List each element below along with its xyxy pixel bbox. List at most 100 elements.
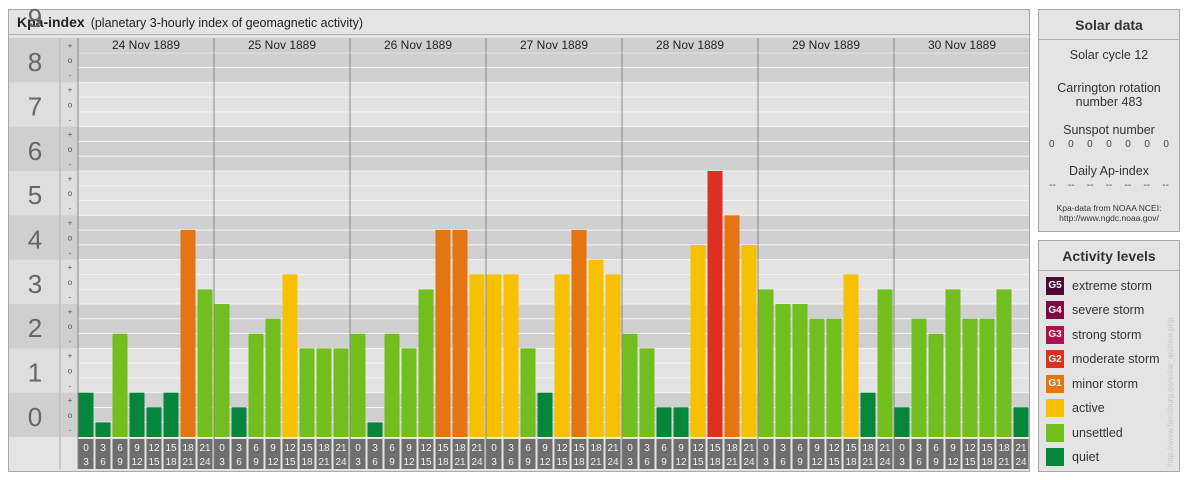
ap-value: -- [1105, 180, 1113, 191]
interval-cell [197, 439, 213, 469]
interval-cell [282, 439, 298, 469]
legend-item-strong-storm: G3 strong storm [1046, 325, 1179, 345]
minor-tick: - [69, 337, 72, 346]
interval-cell [384, 439, 400, 469]
interval-end: 9 [117, 457, 123, 468]
kp-bar [809, 318, 825, 437]
interval-end: 18 [301, 457, 313, 468]
interval-end: 15 [556, 457, 568, 468]
interval-end: 15 [420, 457, 432, 468]
y-label-band [9, 171, 60, 216]
sunspot-value: 0 [1106, 139, 1112, 150]
kp-bar [707, 171, 723, 437]
day-label: 29 Nov 1889 [792, 38, 860, 52]
minor-tick: + [68, 352, 73, 361]
y-tick-label: 7 [28, 92, 42, 122]
sunspot-value: 0 [1144, 139, 1150, 150]
legend-item-moderate-storm: G2 moderate storm [1046, 349, 1179, 369]
kp-bar [741, 245, 757, 437]
legend-label: quiet [1072, 450, 1100, 464]
interval-cell [928, 439, 944, 469]
y-label-band [9, 82, 60, 127]
interval-cell [129, 439, 145, 469]
kp-bar [520, 348, 536, 437]
ap-value: -- [1049, 180, 1056, 191]
interval-start: 15 [573, 443, 585, 454]
interval-start: 9 [542, 443, 548, 454]
kp-bar [316, 348, 332, 437]
interval-start: 3 [780, 443, 786, 454]
interval-end: 3 [83, 457, 89, 468]
legend-label: severe storm [1072, 303, 1145, 317]
solar-data-heading: Solar data [1039, 10, 1179, 40]
interval-end: 12 [131, 457, 143, 468]
minor-tick: o [68, 189, 73, 198]
interval-start: 18 [726, 443, 738, 454]
interval-end: 18 [845, 457, 857, 468]
interval-end: 3 [899, 457, 905, 468]
interval-start: 6 [797, 443, 803, 454]
y-label-band [9, 38, 60, 83]
interval-start: 9 [270, 443, 276, 454]
day-label: 28 Nov 1889 [656, 38, 724, 52]
interval-end: 21 [182, 457, 194, 468]
legend-item-unsettled: unsettled [1046, 423, 1179, 443]
interval-end: 18 [709, 457, 721, 468]
minor-band [61, 259, 78, 304]
interval-cell [826, 439, 842, 469]
kp-bar [554, 274, 570, 437]
interval-end: 9 [253, 457, 259, 468]
interval-start: 6 [525, 443, 531, 454]
kp-bar [571, 229, 587, 437]
y-tick-label: 0 [28, 402, 42, 432]
interval-cell [809, 439, 825, 469]
interval-end: 3 [763, 457, 769, 468]
minor-tick: o [68, 367, 73, 376]
interval-end: 24 [335, 457, 347, 468]
sunspot-value: 0 [1068, 139, 1074, 150]
interval-end: 18 [573, 457, 585, 468]
kp-bar [350, 333, 366, 437]
minor-tick: - [69, 381, 72, 390]
legend-label: strong storm [1072, 327, 1142, 342]
carrington-rotation-label: Carrington rotation [1057, 81, 1161, 95]
interval-end: 3 [355, 457, 361, 468]
kp-bar [367, 422, 383, 437]
legend-label: unsettled [1072, 425, 1123, 440]
y-label-band [9, 304, 60, 349]
interval-cell [520, 439, 536, 469]
interval-cell [707, 439, 723, 469]
interval-cell [673, 439, 689, 469]
kp-bar [231, 407, 247, 437]
minor-tick: + [68, 174, 73, 183]
interval-start: 6 [661, 443, 667, 454]
activity-levels-panel: Activity levels G5 extreme storm G4 severe … [1038, 240, 1180, 472]
interval-start: 6 [933, 443, 939, 454]
legend-swatch: G1 [1046, 374, 1064, 393]
y-band [78, 38, 1029, 83]
interval-end: 6 [644, 457, 650, 468]
y-tick-label: 6 [28, 136, 42, 166]
y-band [78, 304, 1029, 349]
kp-bar [95, 422, 111, 437]
kp-bar [775, 304, 791, 437]
legend-label: minor storm [1072, 376, 1138, 391]
interval-start: 9 [134, 443, 140, 454]
interval-start: 6 [389, 443, 395, 454]
interval-start: 3 [644, 443, 650, 454]
y-label-band [9, 348, 60, 393]
data-source-url: http://www.ngdc.noaa.gov/ [1059, 213, 1159, 223]
chart-title: Kpa-index (planetary 3-hourly index of ge… [17, 14, 363, 30]
kp-bar [299, 348, 315, 437]
interval-start: 18 [862, 443, 874, 454]
interval-start: 3 [236, 443, 242, 454]
sunspot-label: Sunspot number [1063, 123, 1155, 137]
kp-bar [78, 392, 94, 437]
kp-bar [435, 229, 451, 437]
interval-cell [894, 439, 910, 469]
interval-end: 6 [100, 457, 106, 468]
y-tick-label: 4 [28, 225, 42, 255]
kp-bar [1013, 407, 1029, 437]
interval-end: 9 [933, 457, 939, 468]
interval-start: 15 [437, 443, 449, 454]
